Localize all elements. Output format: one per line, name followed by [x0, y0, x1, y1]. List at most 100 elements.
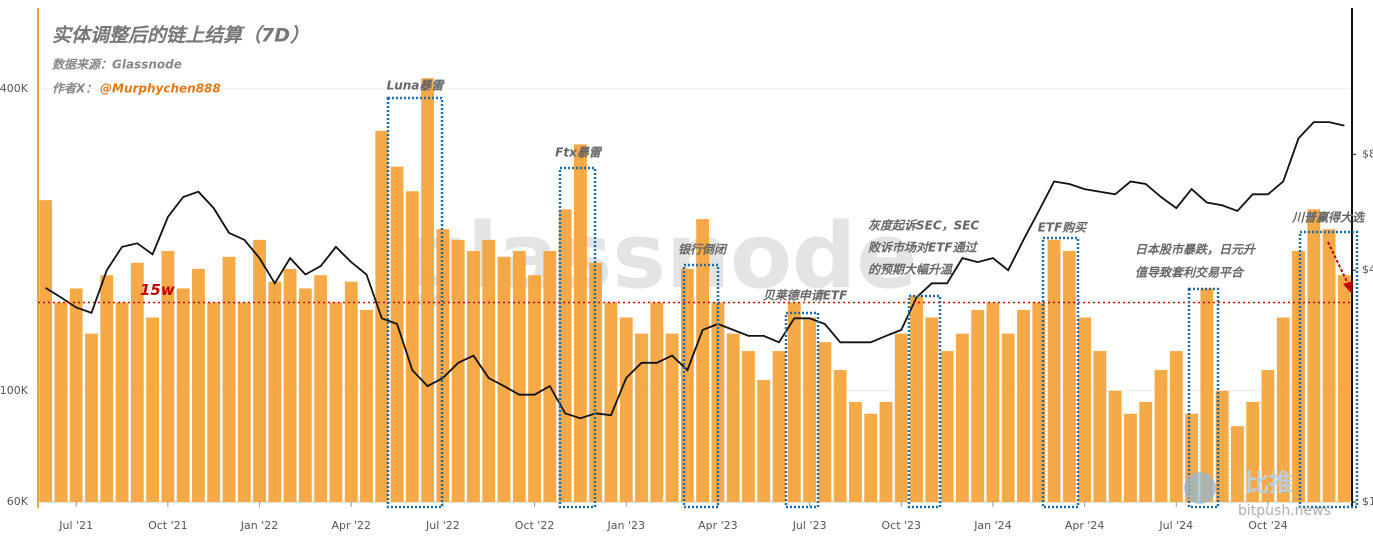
bar — [1062, 251, 1076, 502]
bar — [146, 317, 160, 502]
annotation-text: ETF购买 — [1038, 221, 1089, 235]
logo-icon — [1184, 472, 1216, 504]
bar — [1307, 209, 1321, 502]
bar — [207, 302, 221, 502]
threshold-label: 15w — [140, 281, 175, 299]
author: @Murphychen888 — [100, 82, 221, 96]
source: 数据来源：Glassnode — [52, 58, 182, 72]
bar — [757, 380, 771, 502]
annotation-text: 灰度起诉SEC，SEC — [868, 219, 979, 233]
bar — [818, 342, 832, 502]
bar — [1001, 333, 1015, 502]
bar — [803, 317, 817, 502]
bar — [100, 275, 114, 502]
bar — [1200, 288, 1214, 502]
bar — [222, 256, 236, 502]
bar — [894, 333, 908, 502]
bar — [1292, 251, 1305, 502]
bar — [665, 333, 679, 502]
y-tick-label: 60K — [7, 495, 29, 508]
x-tick-label: Jul '21 — [58, 519, 93, 532]
bar — [635, 333, 648, 502]
bar — [512, 251, 526, 502]
annotation-box — [1187, 287, 1220, 509]
bar — [604, 302, 618, 502]
bar — [864, 413, 878, 502]
annotation-box — [907, 294, 942, 509]
bar — [344, 281, 358, 502]
bar — [253, 239, 266, 503]
bar — [787, 302, 801, 502]
y2-tick-label: $40K — [1362, 263, 1373, 276]
annotation-box — [682, 263, 720, 509]
y2-tick-label: $80K — [1362, 147, 1373, 160]
bar — [451, 239, 465, 503]
x-tick-label: Jul '22 — [425, 519, 460, 532]
bar — [558, 209, 572, 502]
annotation-text: Ftx暴雷 — [555, 146, 603, 160]
bar — [130, 262, 144, 502]
bar — [879, 401, 893, 502]
x-tick-label: Apr '22 — [331, 519, 371, 532]
bar — [283, 268, 297, 502]
x-tick-label: Apr '23 — [698, 519, 738, 532]
bar — [543, 251, 557, 502]
bar — [54, 302, 68, 502]
bar — [1169, 351, 1183, 502]
x-tick-label: Oct '23 — [881, 519, 921, 532]
annotation-box — [558, 166, 597, 509]
annotation-text: 的预期大幅升温 — [868, 263, 954, 277]
site-logo: 比推 — [1245, 469, 1293, 497]
annotation-text: Luna暴雷 — [387, 79, 446, 93]
bar — [421, 78, 435, 502]
bar — [115, 302, 129, 502]
bar — [650, 302, 664, 502]
bar — [925, 317, 939, 502]
chart-title: 实体调整后的链上结算（7D） — [52, 25, 309, 47]
bar — [161, 251, 175, 502]
bar — [940, 351, 954, 502]
bar — [1139, 401, 1153, 502]
y-tick-label: 400K — [0, 82, 29, 95]
bar — [1261, 370, 1275, 502]
bar — [1230, 426, 1244, 502]
bar — [176, 288, 190, 502]
annotation-text: 贝莱德申请ETF — [763, 289, 848, 303]
bar — [1047, 239, 1061, 503]
annotation-box — [1041, 236, 1080, 509]
annotation-box — [1298, 230, 1359, 509]
bar — [986, 302, 1000, 502]
bar — [910, 295, 923, 502]
bar — [298, 288, 312, 502]
annotation-box — [784, 311, 820, 509]
bar — [619, 317, 633, 502]
bar — [1078, 317, 1092, 502]
bar — [1017, 309, 1030, 502]
bar — [528, 275, 541, 502]
bar — [237, 302, 251, 502]
bar — [1215, 390, 1229, 502]
x-tick-label: Jul '24 — [1158, 519, 1193, 532]
x-tick-label: Oct '22 — [515, 519, 555, 532]
bar — [314, 275, 328, 502]
bar — [833, 370, 847, 502]
price-line — [45, 121, 1345, 420]
bar — [955, 333, 969, 502]
bar — [39, 200, 53, 502]
bar — [1108, 390, 1122, 502]
bar — [573, 144, 587, 503]
bar — [1276, 317, 1290, 502]
x-tick-label: Oct '21 — [148, 519, 188, 532]
arrow — [1327, 241, 1351, 289]
bar — [192, 268, 205, 502]
bar — [390, 166, 404, 502]
x-tick-label: Oct '24 — [1248, 519, 1288, 532]
bar — [726, 333, 740, 502]
bar — [971, 309, 985, 502]
bar — [772, 351, 786, 502]
x-tick-label: Jan '22 — [240, 519, 278, 532]
bar — [1322, 229, 1336, 502]
bar — [405, 191, 419, 502]
